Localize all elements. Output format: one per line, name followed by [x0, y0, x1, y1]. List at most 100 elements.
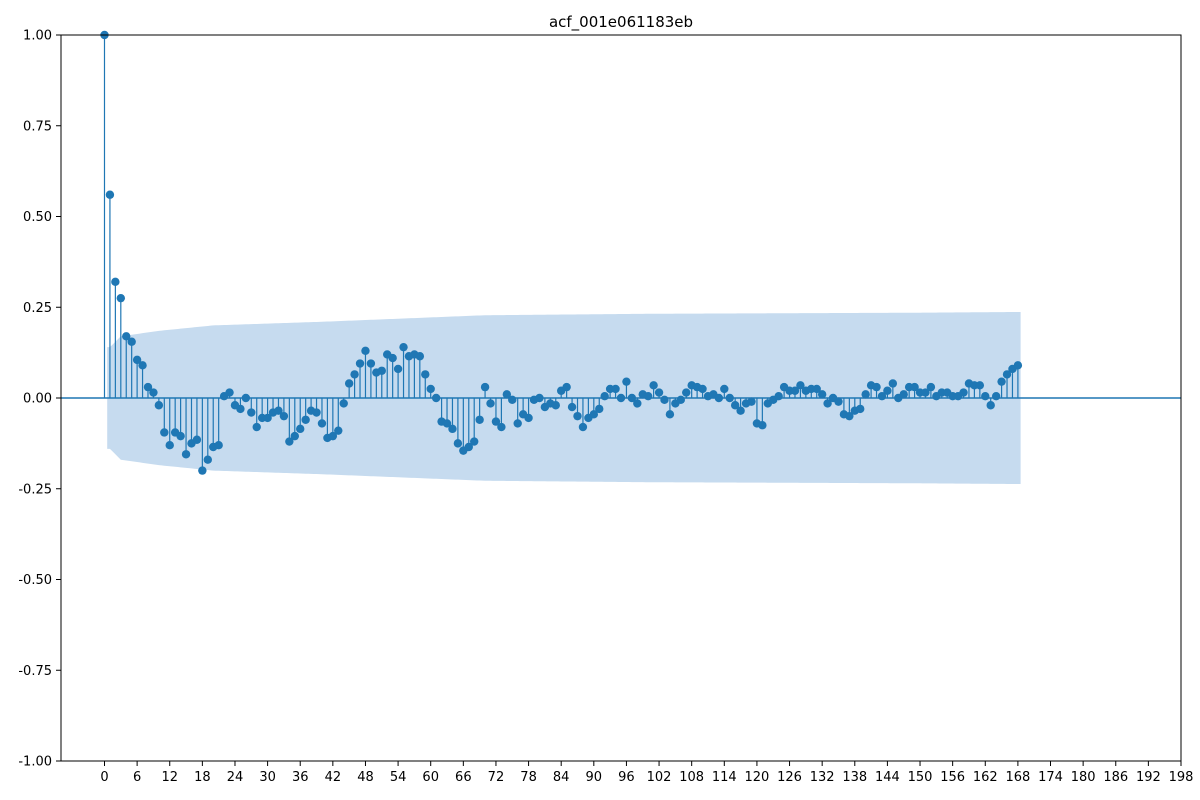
acf-point: [899, 390, 908, 399]
acf-point: [388, 353, 397, 363]
acf-point: [627, 393, 637, 403]
x-tick-label: 12: [161, 770, 178, 785]
acf-point: [660, 395, 669, 405]
acf-point: [350, 370, 359, 379]
acf-point: [981, 391, 990, 401]
axes-layer: 0 6 12 18 24 30 36 42 48 54 60 66 72 78 84 90 96 102 108 11…: [18, 29, 1193, 786]
acf-point: [1013, 361, 1023, 370]
x-tick-label: 90: [586, 770, 603, 785]
chart-title: acf_001e061183eb: [549, 13, 693, 32]
y-tick-label: -0.50: [18, 573, 52, 588]
acf-point: [339, 399, 348, 408]
x-tick-label: 54: [390, 770, 407, 785]
x-tick-label: 60: [422, 770, 439, 785]
acf-point: [165, 440, 174, 450]
acf-point: [725, 393, 734, 403]
acf-point: [225, 388, 234, 397]
acf-point: [415, 352, 425, 361]
x-tick-label: 78: [520, 770, 537, 785]
acf-point: [921, 388, 930, 397]
x-tick-label: 0: [100, 770, 108, 785]
acf-point: [480, 382, 490, 392]
acf-point: [393, 364, 403, 374]
acf-point: [926, 382, 936, 392]
acf-point: [682, 388, 691, 397]
acf-point: [736, 406, 745, 415]
acf-point: [181, 450, 191, 459]
acf-point: [665, 410, 675, 419]
acf-point: [431, 393, 441, 403]
acf-point: [290, 431, 299, 441]
acf-point: [236, 404, 245, 414]
acf-point: [328, 431, 338, 441]
acf-point: [883, 386, 892, 395]
acf-point: [116, 293, 126, 303]
acf-point: [643, 391, 653, 401]
x-tick-label: 96: [618, 770, 635, 785]
acf-point: [301, 415, 310, 424]
acf-point: [448, 424, 457, 434]
y-tick-label: -0.75: [18, 664, 52, 679]
acf-point: [975, 381, 985, 390]
acf-point: [796, 381, 805, 390]
x-tick-label: 126: [777, 770, 802, 785]
x-tick-label: 132: [810, 770, 835, 785]
acf-point: [355, 359, 365, 368]
acf-point: [524, 413, 533, 423]
acf-point: [578, 422, 588, 432]
acf-point: [730, 401, 740, 410]
y-tick-label: 0.50: [23, 210, 52, 225]
x-tick-label: 72: [488, 770, 505, 785]
x-tick-label: 120: [745, 770, 770, 785]
acf-point: [160, 428, 169, 437]
acf-point: [654, 388, 664, 397]
x-tick-label: 192: [1136, 770, 1161, 785]
acf-point: [312, 408, 321, 417]
acf-point: [252, 422, 261, 432]
acf-point: [361, 346, 370, 356]
acf-point: [491, 417, 501, 426]
acf-point: [861, 390, 870, 399]
acf-point: [720, 384, 729, 394]
acf-point: [198, 466, 207, 475]
x-tick-label: 48: [357, 770, 374, 785]
acf-point: [426, 384, 435, 394]
acf-point: [203, 455, 212, 464]
acf-point: [453, 439, 463, 448]
acf-point: [334, 426, 343, 435]
acf-point: [122, 332, 131, 341]
acf-point: [758, 421, 767, 430]
acf-point: [877, 391, 887, 401]
acf-point: [421, 370, 430, 379]
y-tick-label: -0.25: [18, 482, 52, 497]
acf-point: [143, 382, 153, 392]
acf-point: [872, 382, 881, 392]
acf-point: [888, 379, 898, 388]
y-tick-label: 0.25: [23, 301, 52, 316]
x-tick-label: 180: [1071, 770, 1096, 785]
acf-point: [589, 410, 599, 419]
x-tick-label: 168: [1005, 770, 1030, 785]
x-tick-label: 36: [292, 770, 309, 785]
acf-point: [105, 190, 115, 199]
x-tick-label: 24: [227, 770, 244, 785]
acf-point: [366, 359, 376, 368]
y-tick-label: 0.00: [23, 392, 52, 407]
acf-point: [247, 408, 256, 417]
acf-point: [274, 406, 283, 415]
x-tick-label: 114: [712, 770, 737, 785]
x-tick-label: 144: [875, 770, 900, 785]
acf-point: [497, 422, 506, 432]
acf-point: [562, 382, 571, 392]
acf-point: [600, 391, 609, 401]
acf-point: [149, 388, 158, 397]
acf-point: [470, 437, 479, 446]
acf-point: [464, 442, 473, 452]
x-tick-label: 150: [908, 770, 933, 785]
acf-point: [154, 401, 164, 410]
acf-point: [285, 437, 294, 446]
acf-point: [986, 401, 995, 410]
y-tick-label: 1.00: [23, 29, 52, 44]
acf-point: [132, 355, 142, 365]
